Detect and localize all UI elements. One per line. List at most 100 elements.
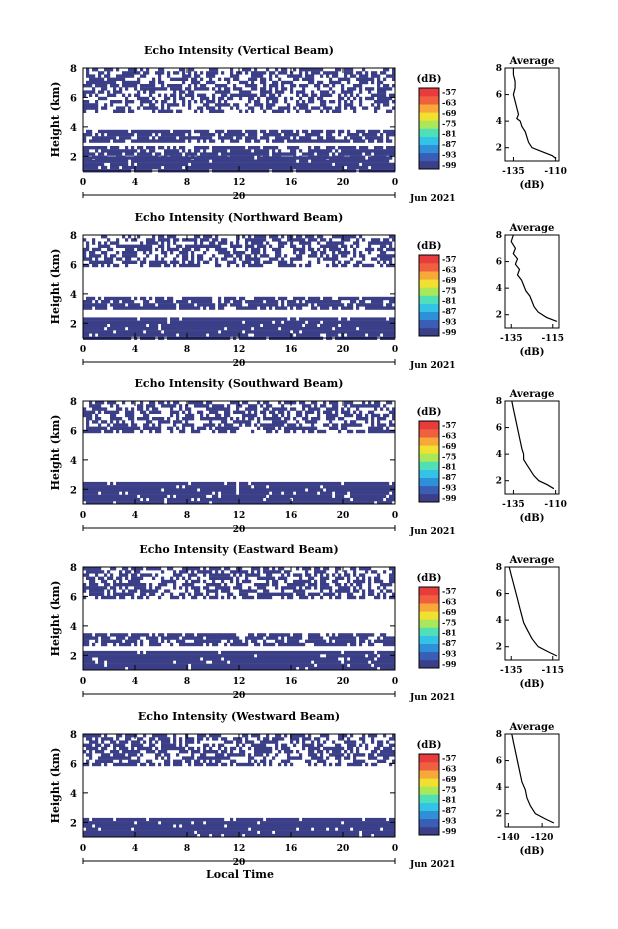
heatmap-cell — [245, 80, 249, 85]
heatmap-cell — [200, 136, 204, 140]
heatmap-cell — [113, 87, 117, 91]
heatmap-cell — [350, 420, 354, 424]
heatmap-cell — [131, 423, 135, 427]
heatmap-cell — [89, 323, 93, 328]
heatmap-cell — [230, 327, 234, 331]
heatmap-cell — [323, 491, 327, 495]
heatmap-cell — [359, 429, 363, 434]
heatmap-cell — [353, 146, 357, 150]
heatmap-cell — [266, 300, 270, 304]
heatmap-cell — [305, 333, 309, 337]
heatmap-cell — [233, 485, 237, 489]
heatmap-cell — [209, 77, 213, 81]
heatmap-cell — [104, 139, 108, 143]
heatmap-cell — [275, 303, 279, 307]
heatmap-cell — [113, 146, 117, 150]
heatmap-cell — [86, 159, 90, 163]
heatmap-cell — [149, 404, 153, 408]
heatmap-cell — [158, 485, 162, 489]
heatmap-cell — [107, 149, 111, 153]
heatmap-cell — [335, 106, 339, 110]
heatmap-cell — [359, 303, 363, 307]
heatmap-cell — [104, 80, 108, 85]
heatmap-cell — [161, 417, 165, 421]
heatmap-cell — [206, 320, 210, 324]
heatmap-cell — [251, 152, 255, 156]
heatmap-cell — [287, 156, 291, 160]
heatmap-cell — [158, 87, 162, 91]
heatmap-cell — [107, 129, 111, 134]
heatmap-cell — [113, 300, 117, 304]
heatmap-cell — [86, 103, 90, 107]
heatmap-cell — [269, 303, 273, 307]
heatmap-cell — [377, 306, 381, 310]
heatmap-cell — [95, 84, 99, 88]
heatmap-cell — [143, 96, 147, 101]
heatmap-cell — [239, 90, 243, 94]
heatmap-cell — [116, 417, 120, 421]
heatmap-cell — [155, 650, 159, 655]
heatmap-cell — [125, 244, 129, 248]
heatmap-cell — [254, 497, 258, 502]
heatmap-cell — [113, 241, 117, 245]
heatmap-cell — [86, 241, 90, 245]
heatmap-cell — [257, 96, 261, 101]
heatmap-cell — [362, 497, 366, 502]
heatmap-cell — [143, 488, 147, 492]
heatmap-cell — [125, 488, 129, 492]
heatmap-cell — [230, 68, 234, 72]
heatmap-cell — [299, 251, 303, 255]
heatmap-cell — [371, 296, 375, 301]
heatmap-cell — [188, 650, 192, 655]
heatmap-cell — [272, 129, 276, 134]
heatmap-cell — [209, 244, 213, 248]
heatmap-cell — [212, 155, 216, 159]
heatmap-cell — [386, 429, 390, 434]
heatmap-cell — [296, 146, 300, 150]
y-tick-label: 2 — [70, 152, 77, 163]
heatmap-cell — [128, 320, 132, 324]
heatmap-cell — [335, 317, 339, 321]
heatmap-cell — [98, 247, 102, 252]
heatmap-cell — [98, 481, 102, 486]
heatmap-cell — [143, 320, 147, 324]
heatmap-cell — [347, 96, 351, 101]
heatmap-cell — [194, 238, 198, 242]
heatmap-cell — [188, 320, 192, 324]
heatmap-cell — [326, 254, 330, 258]
heatmap-cell — [263, 133, 267, 137]
heatmap-cell — [380, 296, 384, 301]
heatmap-cell — [101, 485, 105, 489]
heatmap-cell — [344, 235, 348, 239]
heatmap-cell — [317, 413, 321, 418]
heatmap-cell — [218, 300, 222, 304]
heatmap-cell — [263, 407, 267, 411]
heatmap-cell — [200, 303, 204, 307]
heatmap-cell — [188, 497, 192, 502]
heatmap-cell — [194, 136, 198, 140]
heatmap-cell — [104, 106, 108, 110]
heatmap-cell — [329, 129, 333, 134]
heatmap-cell — [203, 497, 207, 502]
heatmap-cell — [344, 162, 348, 167]
heatmap-cell — [302, 165, 306, 170]
heatmap-cell — [107, 238, 111, 242]
heatmap-cell — [98, 320, 102, 324]
heatmap-cell — [155, 152, 159, 156]
heatmap-cell — [149, 149, 153, 153]
heatmap-cell — [200, 497, 204, 502]
heatmap-cell — [368, 87, 372, 91]
heatmap-cell — [113, 133, 117, 137]
heatmap-cell — [92, 254, 96, 258]
heatmap-cell — [284, 100, 288, 104]
heatmap-cell — [86, 488, 90, 492]
heatmap-cell — [263, 306, 267, 310]
heatmap-cell — [179, 303, 183, 307]
heatmap-cell — [377, 413, 381, 418]
heatmap-cell — [101, 251, 105, 255]
colorbar-segment — [419, 88, 439, 97]
heatmap-cell — [263, 235, 267, 239]
heatmap-cell — [257, 417, 261, 421]
heatmap-cell — [311, 497, 315, 502]
heatmap-cell — [182, 156, 186, 160]
